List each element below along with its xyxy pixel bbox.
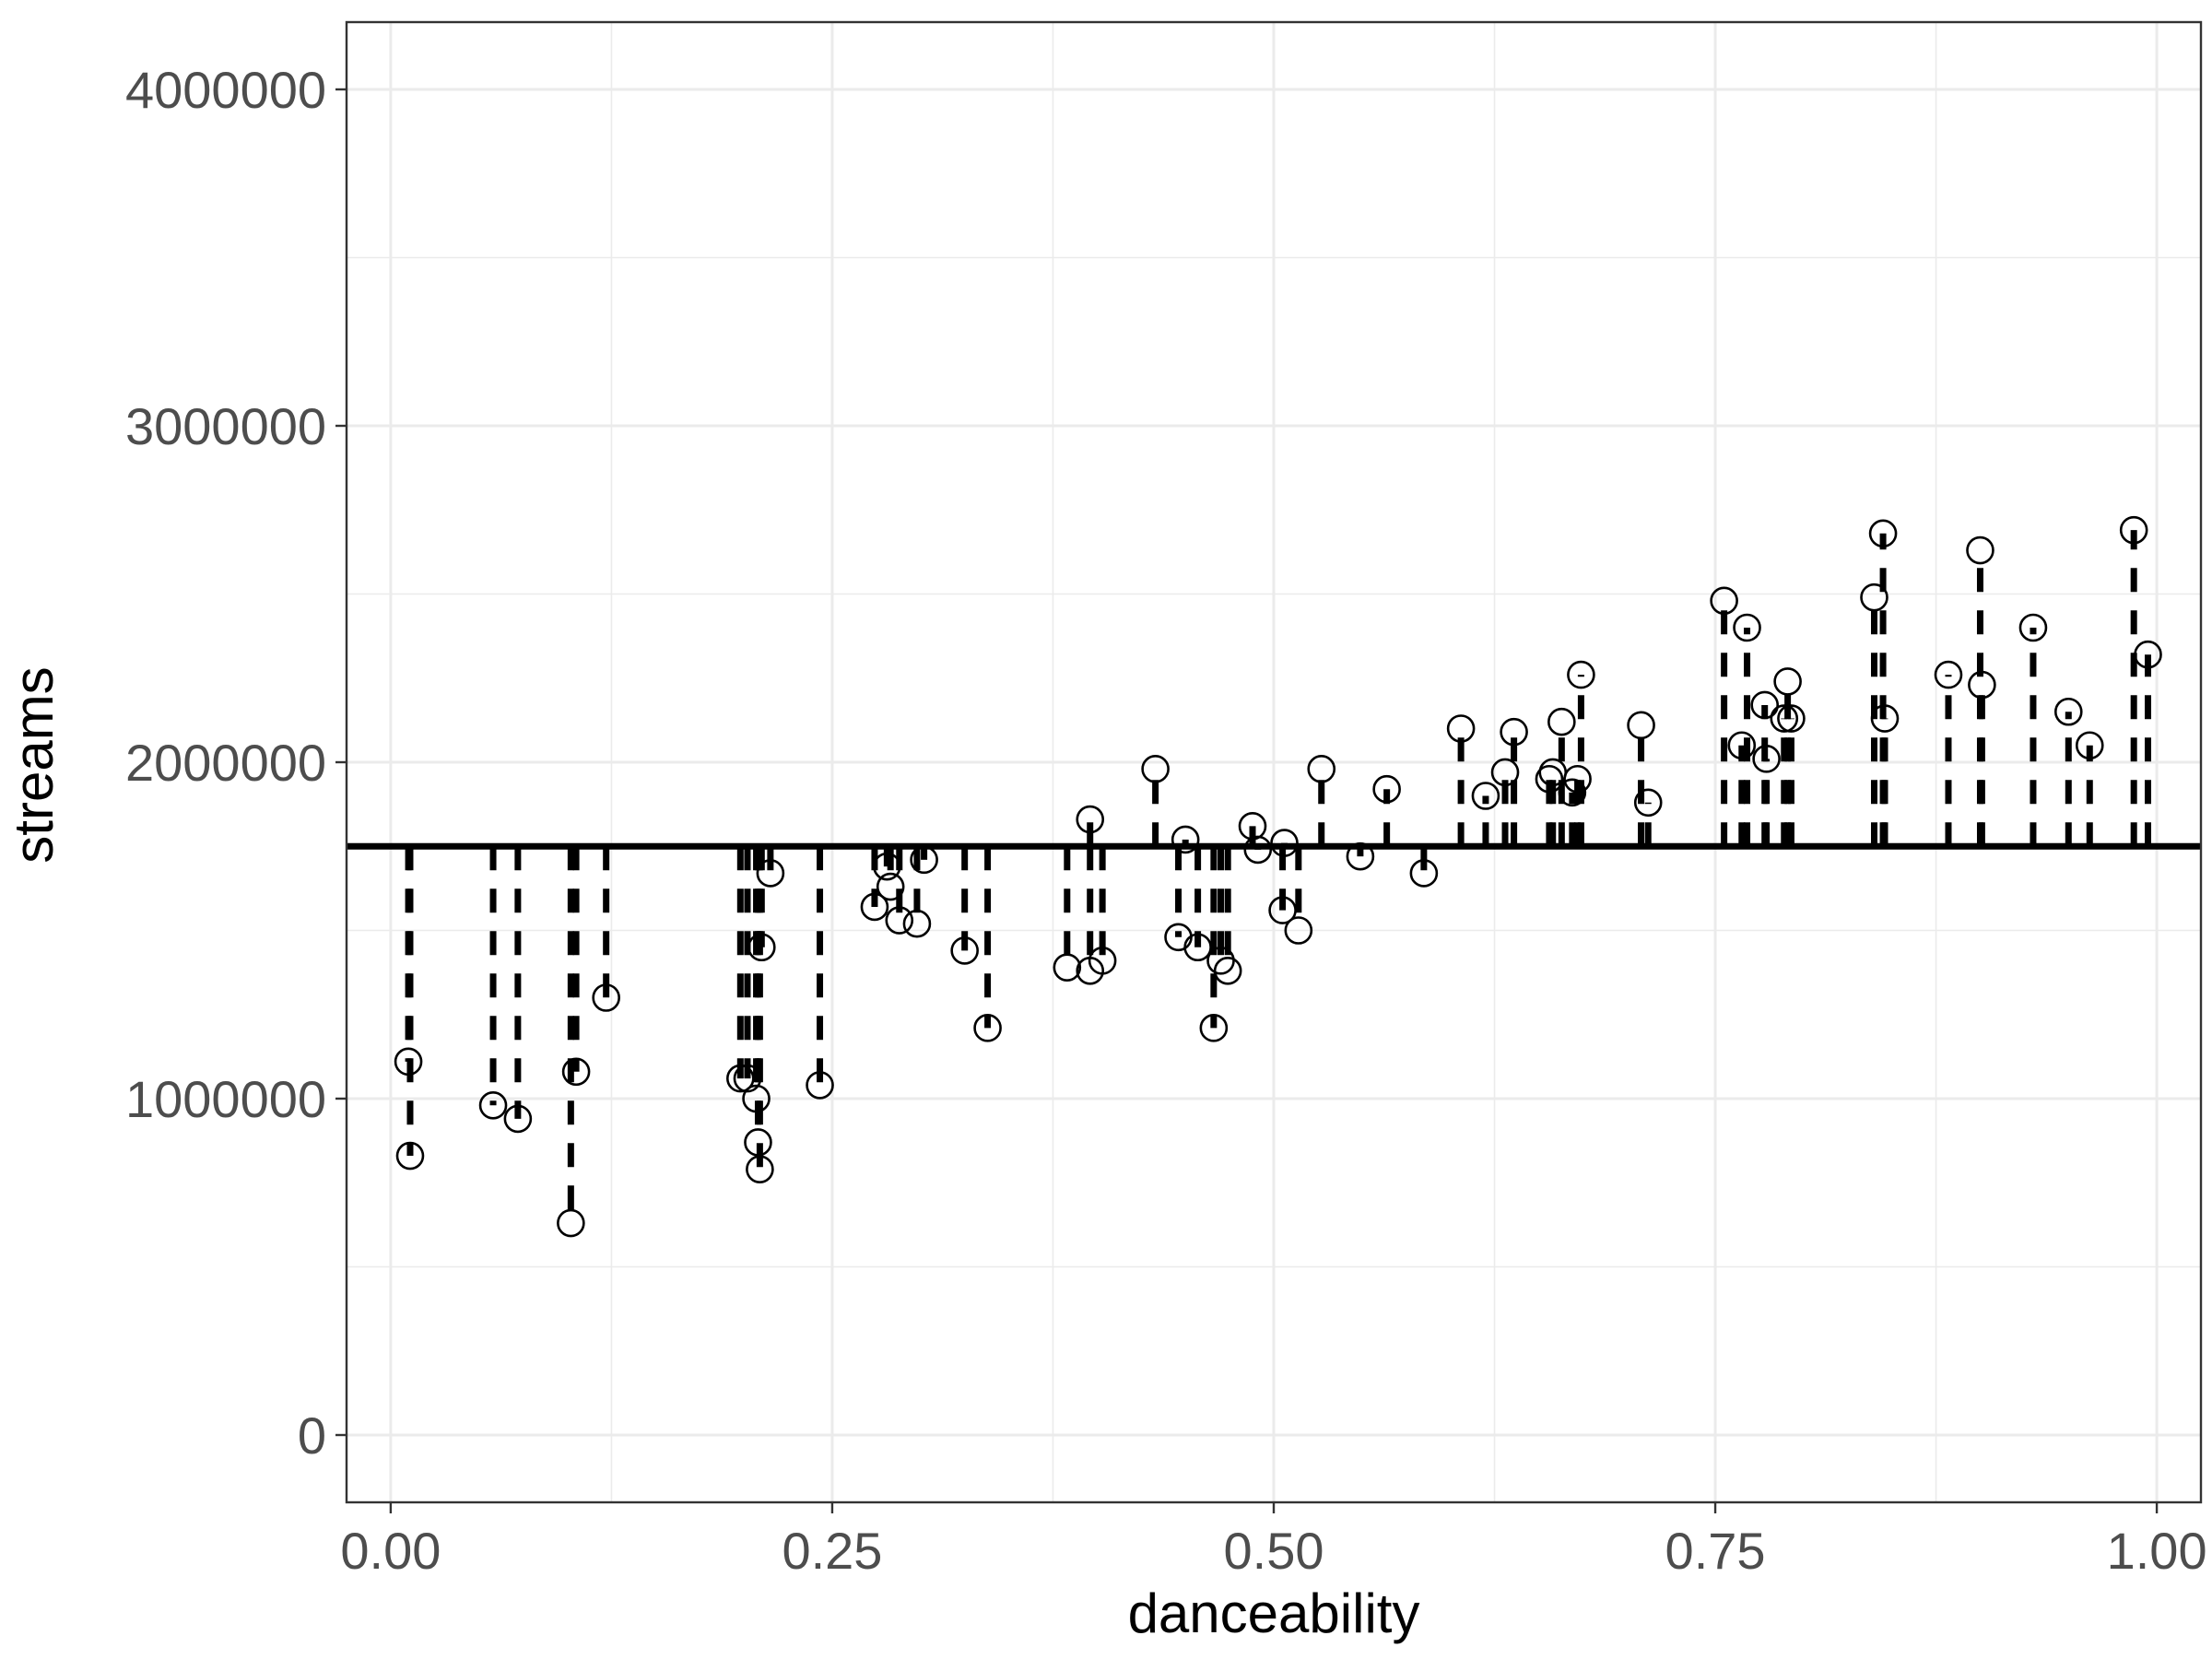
data-point [1727,731,1757,760]
data-point [806,1071,834,1100]
data-point [1199,1014,1229,1042]
data-point [1627,711,1655,740]
data-point [873,852,901,881]
data-point [1968,670,1996,700]
data-point [1053,953,1082,982]
data-point [746,1155,774,1183]
data-point [1500,717,1528,747]
grid-lines [347,22,2201,1502]
data-point [1076,805,1105,834]
data-point [1934,660,1963,689]
x-tick-label: 1.00 [2107,1522,2207,1580]
data-point [592,983,620,1012]
data-point [1860,582,1888,612]
y-tick-label: 0 [298,1406,326,1465]
data-point [1773,667,1802,696]
data-point [744,1128,772,1157]
data-point [756,859,785,888]
data-point [1446,714,1476,743]
data-point [1171,825,1200,854]
data-point [1752,745,1781,773]
data-point [910,845,938,875]
x-axis-ticks: 0.00 0.25 0.50 0.75 1.00 [340,1502,2207,1580]
data-point [1558,778,1587,807]
data-point [1770,704,1799,733]
data-point [1206,947,1235,975]
data-point [2119,515,2148,545]
data-point [1490,758,1520,787]
data-point [2053,697,2083,726]
data-point [902,909,932,938]
data-point [1213,957,1242,985]
data-point [1633,788,1663,818]
data-point [726,1064,755,1093]
data-point [478,1091,508,1120]
data-point [1346,841,1375,871]
data-point [1710,586,1738,616]
data-point [1733,613,1761,642]
data-point [1471,782,1500,810]
data-point [1868,519,1898,548]
data-point [950,936,979,965]
data-point [1966,535,1994,565]
data-point [1088,947,1117,975]
data-point [1268,896,1297,924]
data-point [2018,613,2048,642]
data-point [557,1208,585,1238]
data-point [1284,916,1313,945]
data-point [1535,764,1564,794]
data-point [747,933,776,962]
data-point [1307,754,1336,783]
data-points [394,515,2162,1238]
data-point [876,872,905,901]
data-point [860,892,889,922]
y-tick-label: 4000000 [125,61,326,119]
y-axis-ticks: 0 1000000 2000000 3000000 4000000 [125,61,347,1465]
data-point [1750,690,1780,720]
data-point [1183,933,1212,962]
data-point [2075,731,2104,760]
data-point [1270,829,1299,857]
y-tick-label: 3000000 [125,397,326,455]
data-point [1141,754,1170,783]
data-point [885,906,914,935]
data-point [733,1064,762,1093]
data-point [395,1141,425,1171]
data-point [1777,704,1806,733]
x-tick-label: 0.50 [1224,1522,1324,1580]
y-tick-label: 1000000 [125,1070,326,1128]
data-point [1547,707,1576,736]
data-point [1870,704,1900,733]
x-tick-label: 0.75 [1665,1522,1766,1580]
x-axis-title: danceability [1128,1583,1420,1644]
data-point [973,1014,1002,1042]
y-tick-label: 2000000 [125,734,326,792]
x-tick-label: 0.00 [340,1522,441,1580]
data-point [1243,835,1273,865]
data-point [742,1084,771,1113]
data-point [1563,764,1592,794]
data-point [503,1104,533,1134]
data-point [1372,774,1401,804]
data-point [1567,660,1595,689]
y-axis-title: streams [3,666,65,863]
data-point [2134,640,2162,669]
data-point [394,1047,423,1077]
x-tick-label: 0.25 [782,1522,882,1580]
data-point [561,1057,591,1087]
data-point [1409,859,1439,888]
